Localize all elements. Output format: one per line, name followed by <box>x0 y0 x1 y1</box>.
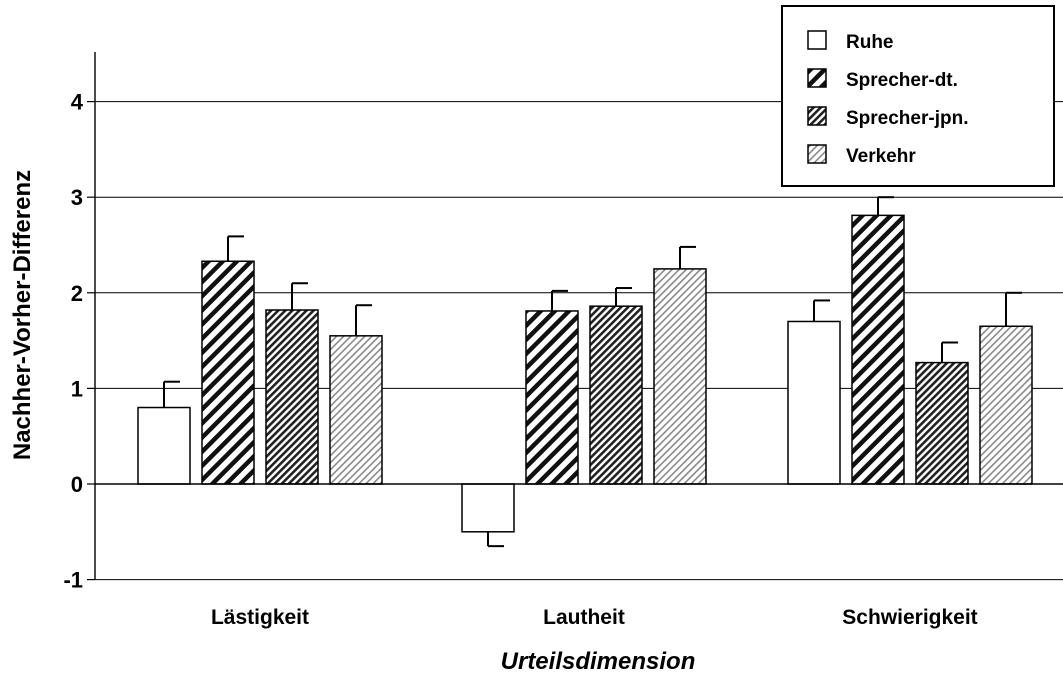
bar-sprecher-jpn--0 <box>265 309 319 485</box>
bar-verkehr-1 <box>653 268 707 485</box>
legend-label: Verkehr <box>846 146 916 167</box>
bar-ruhe-1 <box>461 483 515 533</box>
category-label: Schwierigkeit <box>842 606 977 629</box>
legend-label: Ruhe <box>846 32 894 53</box>
category-label: Lästigkeit <box>211 606 309 629</box>
category-label: Lautheit <box>543 606 625 629</box>
y-tick-label: 1 <box>71 376 83 401</box>
bar-sprecher-jpn--2 <box>915 361 969 485</box>
bar-ruhe-0 <box>137 406 191 485</box>
legend-swatch <box>807 30 827 50</box>
x-axis-title: Urteilsdimension <box>501 648 696 675</box>
y-tick-label: 4 <box>71 90 84 115</box>
legend-swatch <box>807 106 827 126</box>
y-axis: -1 0 1 2 3 4 <box>63 52 96 593</box>
bar-sprecher-jpn--1 <box>589 305 643 485</box>
bar-sprecher-dt--2 <box>851 214 905 485</box>
bar-verkehr-2 <box>979 325 1033 485</box>
y-axis-title: Nachher-Vorher-Differenz <box>9 170 36 460</box>
y-tick-label: -1 <box>63 568 83 593</box>
legend-swatch <box>807 144 827 164</box>
error-bars <box>163 196 1022 548</box>
bar-sprecher-dt--1 <box>525 310 579 485</box>
category-labels: Lästigkeit Lautheit Schwierigkeit <box>211 606 978 629</box>
bar-ruhe-2 <box>787 320 841 485</box>
y-tick-label: 3 <box>71 185 83 210</box>
legend-box <box>781 5 1055 187</box>
legend: Ruhe Sprecher-dt. Sprecher-jpn. Verkehr <box>781 5 1055 187</box>
legend-swatch <box>807 68 827 88</box>
bar-sprecher-dt--0 <box>201 260 255 485</box>
y-tick-label: 0 <box>71 472 83 497</box>
legend-label: Sprecher-jpn. <box>846 108 968 129</box>
bars <box>137 214 1033 533</box>
bar-verkehr-0 <box>329 335 383 485</box>
y-tick-label: 2 <box>71 281 83 306</box>
legend-label: Sprecher-dt. <box>846 70 958 91</box>
